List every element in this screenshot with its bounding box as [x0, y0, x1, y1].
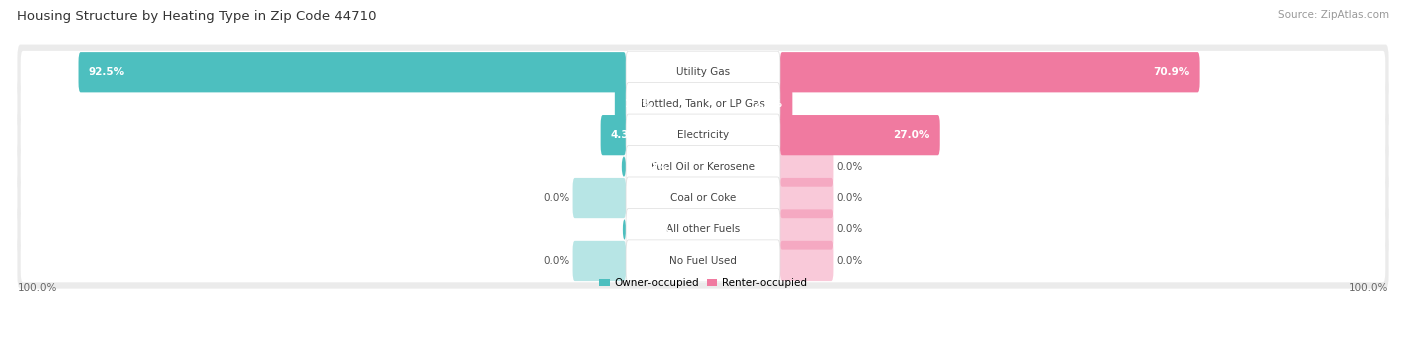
Text: 0.0%: 0.0%	[837, 193, 863, 203]
Text: 27.0%: 27.0%	[893, 130, 929, 140]
FancyBboxPatch shape	[600, 115, 626, 155]
FancyBboxPatch shape	[17, 45, 1389, 100]
FancyBboxPatch shape	[780, 115, 939, 155]
Text: No Fuel Used: No Fuel Used	[669, 256, 737, 266]
Text: 2.1%: 2.1%	[754, 99, 782, 109]
FancyBboxPatch shape	[780, 209, 834, 250]
FancyBboxPatch shape	[780, 178, 834, 218]
FancyBboxPatch shape	[780, 84, 793, 124]
Text: Electricity: Electricity	[676, 130, 730, 140]
Text: 0.72%: 0.72%	[631, 162, 668, 172]
Text: 0.0%: 0.0%	[543, 193, 569, 203]
Text: 0.54%: 0.54%	[633, 224, 669, 235]
Text: 0.0%: 0.0%	[543, 256, 569, 266]
Text: Coal or Coke: Coal or Coke	[669, 193, 737, 203]
FancyBboxPatch shape	[626, 82, 780, 126]
FancyBboxPatch shape	[17, 76, 1389, 131]
Text: 1.9%: 1.9%	[624, 99, 654, 109]
Text: 92.5%: 92.5%	[89, 67, 125, 77]
Text: 0.0%: 0.0%	[837, 224, 863, 235]
FancyBboxPatch shape	[780, 241, 834, 281]
FancyBboxPatch shape	[626, 176, 780, 220]
FancyBboxPatch shape	[17, 170, 1389, 226]
FancyBboxPatch shape	[21, 145, 1385, 188]
FancyBboxPatch shape	[21, 82, 1385, 125]
Text: 70.9%: 70.9%	[1153, 67, 1189, 77]
Ellipse shape	[623, 219, 626, 240]
Ellipse shape	[621, 156, 626, 177]
FancyBboxPatch shape	[17, 202, 1389, 257]
FancyBboxPatch shape	[626, 50, 780, 94]
Text: 4.3%: 4.3%	[610, 130, 640, 140]
Text: Utility Gas: Utility Gas	[676, 67, 730, 77]
Text: 100.0%: 100.0%	[1350, 283, 1389, 293]
Text: Source: ZipAtlas.com: Source: ZipAtlas.com	[1278, 10, 1389, 20]
Text: 0.0%: 0.0%	[837, 256, 863, 266]
FancyBboxPatch shape	[21, 177, 1385, 219]
FancyBboxPatch shape	[626, 207, 780, 252]
FancyBboxPatch shape	[572, 241, 626, 281]
FancyBboxPatch shape	[21, 208, 1385, 251]
FancyBboxPatch shape	[780, 147, 834, 187]
FancyBboxPatch shape	[79, 52, 626, 92]
FancyBboxPatch shape	[21, 240, 1385, 282]
FancyBboxPatch shape	[780, 52, 1199, 92]
Text: Fuel Oil or Kerosene: Fuel Oil or Kerosene	[651, 162, 755, 172]
FancyBboxPatch shape	[626, 144, 780, 189]
FancyBboxPatch shape	[17, 139, 1389, 194]
FancyBboxPatch shape	[21, 114, 1385, 156]
FancyBboxPatch shape	[626, 239, 780, 283]
FancyBboxPatch shape	[21, 51, 1385, 94]
Text: 0.0%: 0.0%	[837, 162, 863, 172]
Text: 100.0%: 100.0%	[17, 283, 56, 293]
Text: Housing Structure by Heating Type in Zip Code 44710: Housing Structure by Heating Type in Zip…	[17, 10, 377, 23]
Text: All other Fuels: All other Fuels	[666, 224, 740, 235]
FancyBboxPatch shape	[572, 178, 626, 218]
FancyBboxPatch shape	[614, 84, 626, 124]
Legend: Owner-occupied, Renter-occupied: Owner-occupied, Renter-occupied	[595, 274, 811, 292]
FancyBboxPatch shape	[17, 107, 1389, 163]
FancyBboxPatch shape	[17, 233, 1389, 289]
FancyBboxPatch shape	[626, 113, 780, 157]
Text: Bottled, Tank, or LP Gas: Bottled, Tank, or LP Gas	[641, 99, 765, 109]
